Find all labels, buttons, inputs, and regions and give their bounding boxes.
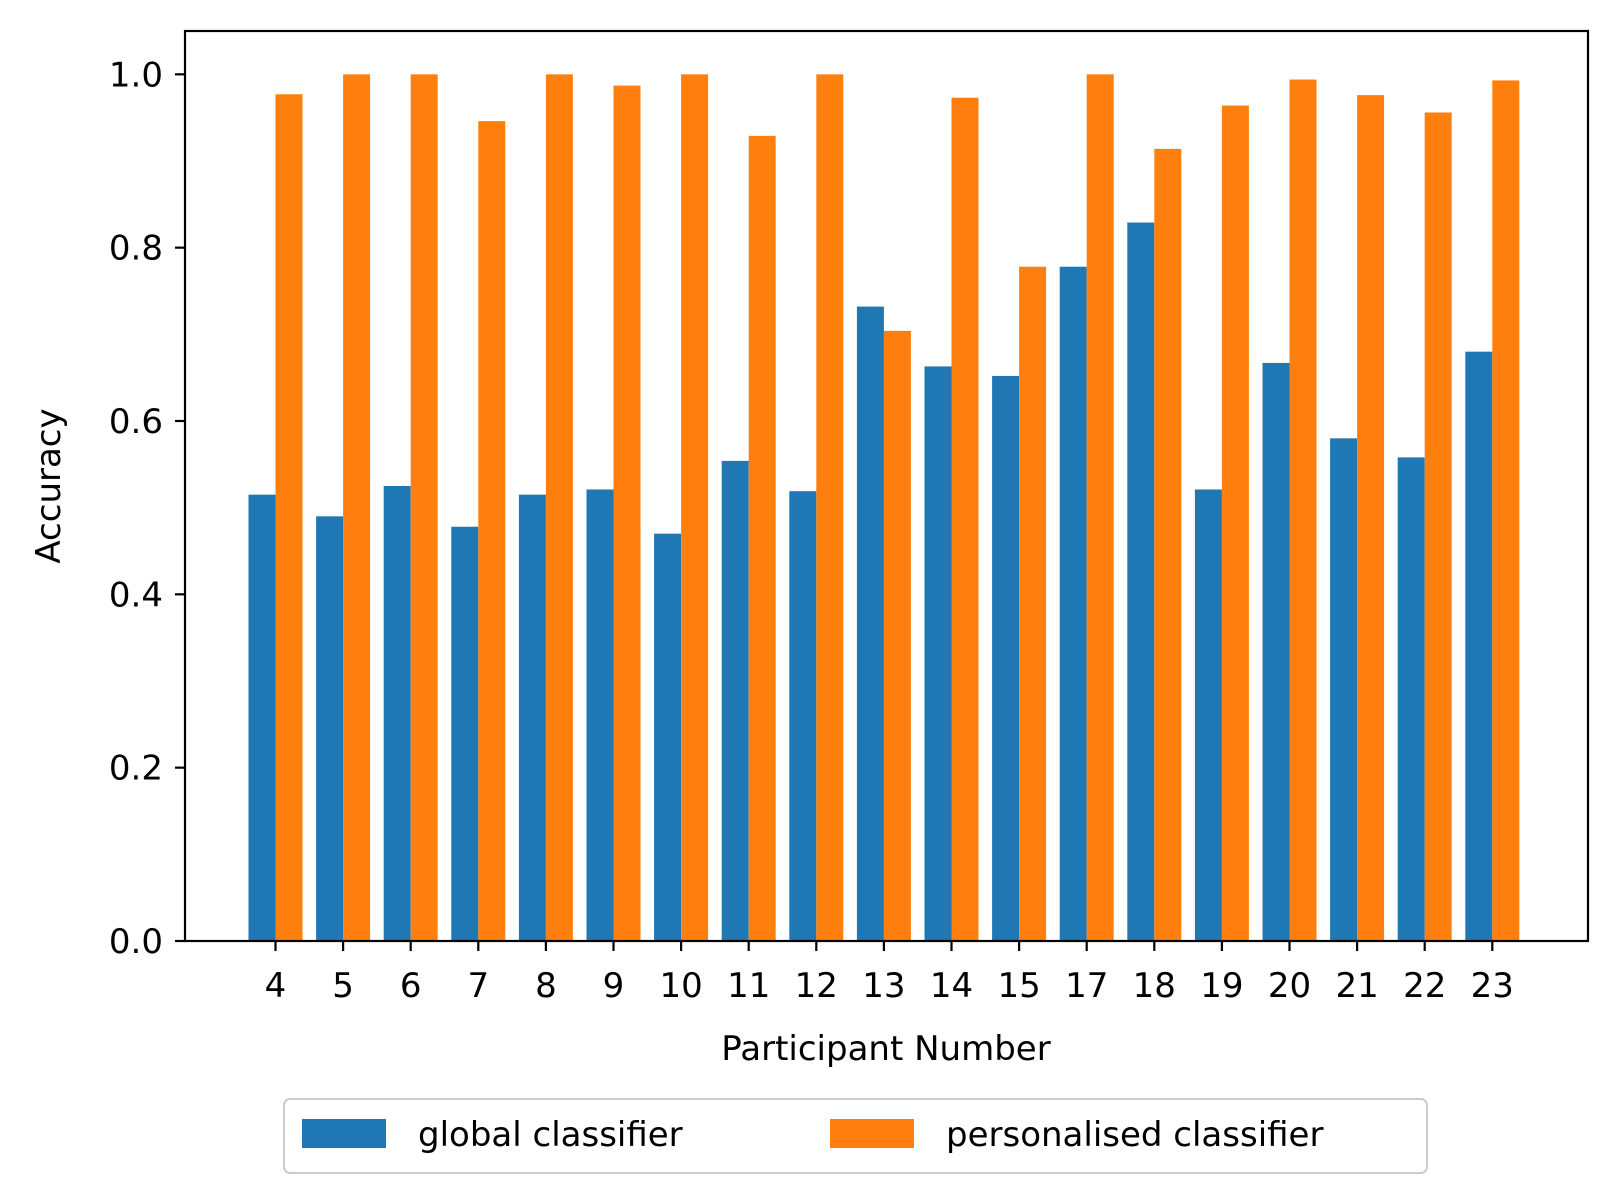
bar-global-19 — [1194, 489, 1222, 941]
bar-personalised-13 — [883, 330, 911, 941]
bar-personalised-22 — [1424, 112, 1452, 942]
bar-global-9 — [586, 489, 614, 941]
bar-personalised-21 — [1357, 95, 1385, 941]
x-axis-title: Participant Number — [721, 1029, 1050, 1069]
x-tick-label: 18 — [1133, 966, 1176, 1006]
bar-personalised-8 — [545, 74, 573, 941]
bar-personalised-4 — [275, 94, 303, 941]
x-tick-label: 17 — [1065, 966, 1108, 1006]
bar-personalised-11 — [748, 135, 776, 941]
bar-global-8 — [518, 494, 546, 941]
bar-global-18 — [1127, 222, 1155, 941]
x-tick-label: 12 — [795, 966, 838, 1006]
bar-personalised-9 — [613, 85, 641, 942]
legend-swatch-global — [302, 1119, 386, 1148]
x-tick-label: 11 — [727, 966, 770, 1006]
bar-personalised-20 — [1289, 79, 1317, 941]
x-tick-label: 21 — [1335, 966, 1378, 1006]
y-tick-label: 0.6 — [109, 402, 163, 442]
legend-label-global: global classifier — [418, 1115, 683, 1155]
bar-global-20 — [1262, 362, 1290, 941]
x-axis: 4 5 6 7 8 9 10 11 12 13 14 15 17 18 19 20 21 22 23 — [265, 941, 1514, 1006]
plot-frame — [183, 29, 1590, 943]
bar-global-15 — [992, 375, 1020, 941]
x-tick-label: 8 — [535, 966, 557, 1006]
bar-global-6 — [383, 486, 411, 941]
x-tick-label: 6 — [400, 966, 422, 1006]
x-tick-label: 20 — [1268, 966, 1311, 1006]
bar-global-13 — [856, 306, 884, 942]
bar-personalised-14 — [951, 97, 979, 942]
x-tick-label: 22 — [1403, 966, 1446, 1006]
bar-personalised-19 — [1221, 105, 1249, 941]
y-axis: 0.0 0.2 0.4 0.6 0.8 1.0 — [109, 55, 185, 962]
y-tick-label: 0.0 — [109, 922, 163, 962]
x-tick-label: 14 — [930, 966, 973, 1006]
bar-global-23 — [1465, 351, 1493, 941]
y-tick-label: 0.2 — [109, 749, 163, 789]
bars-layer — [248, 74, 1520, 942]
bar-personalised-10 — [681, 74, 709, 941]
bar-personalised-6 — [410, 74, 438, 941]
bar-global-5 — [316, 516, 344, 941]
x-tick-label: 19 — [1200, 966, 1243, 1006]
bar-personalised-15 — [1019, 266, 1047, 942]
y-tick-label: 0.4 — [109, 575, 163, 615]
bar-personalised-23 — [1492, 80, 1520, 941]
y-tick-label: 0.8 — [109, 229, 163, 269]
x-tick-label: 5 — [332, 966, 354, 1006]
y-tick-label: 1.0 — [109, 55, 163, 95]
bar-personalised-12 — [816, 74, 844, 941]
bar-global-10 — [654, 533, 682, 941]
bar-global-11 — [721, 460, 749, 941]
x-tick-label: 13 — [862, 966, 905, 1006]
x-tick-label: 23 — [1471, 966, 1514, 1006]
legend-label-personalised: personalised classifier — [946, 1115, 1323, 1155]
bar-global-14 — [924, 366, 952, 941]
legend-swatch-personalised — [830, 1119, 914, 1148]
bar-global-12 — [789, 491, 817, 941]
bar-global-17 — [1059, 266, 1087, 942]
bar-personalised-17 — [1086, 74, 1114, 941]
bar-personalised-5 — [343, 74, 371, 941]
x-tick-label: 10 — [659, 966, 702, 1006]
bar-personalised-7 — [478, 121, 506, 941]
bar-global-4 — [248, 494, 276, 941]
x-tick-label: 7 — [467, 966, 489, 1006]
bar-global-21 — [1330, 438, 1358, 941]
legend: global classifier personalised classifie… — [283, 1098, 1428, 1174]
x-tick-label: 9 — [603, 966, 625, 1006]
bar-personalised-18 — [1154, 148, 1182, 941]
bar-global-22 — [1397, 457, 1425, 941]
y-axis-title: Accuracy — [29, 408, 69, 563]
bar-global-7 — [451, 526, 479, 941]
x-tick-label: 4 — [265, 966, 287, 1006]
x-tick-label: 15 — [997, 966, 1040, 1006]
